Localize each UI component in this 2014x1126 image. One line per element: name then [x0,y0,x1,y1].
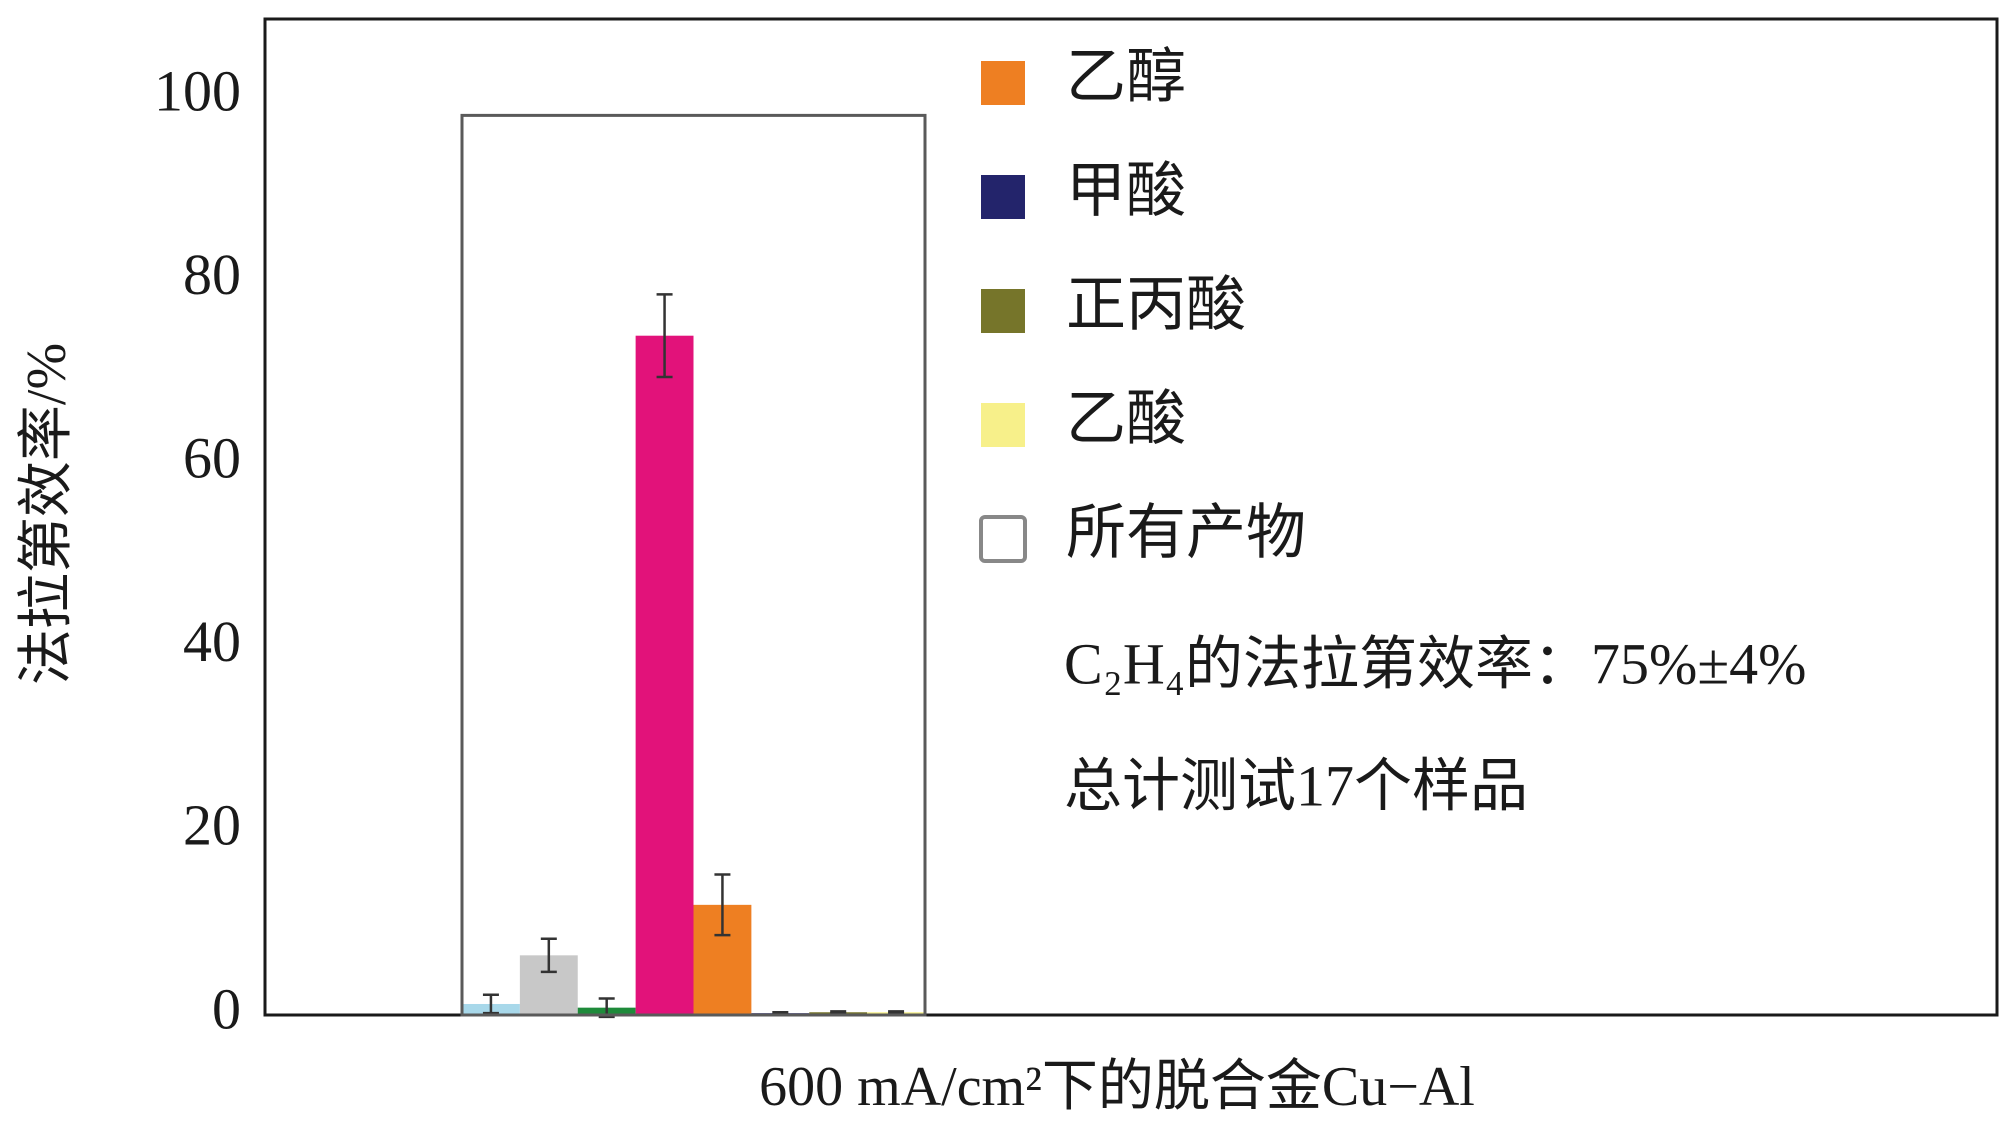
y-tick-label: 40 [183,609,241,674]
y-tick-label: 0 [212,976,241,1041]
y-axis-label: 法拉第效率/% [16,343,78,685]
error-bar [656,293,673,379]
y-tick-label: 80 [183,242,241,307]
error-bar [714,873,731,937]
y-tick-label: 60 [183,426,241,491]
legend-label: 所有产物 [1066,500,1306,566]
x-axis-label: 600 mA/cm²下的脱合金Cu−Al [759,1056,1475,1118]
error-bar [540,937,557,974]
bar [635,335,694,1016]
error-bar [888,1010,905,1015]
error-bar [482,993,499,1015]
annotation: C₂H₄的法拉第效率：75%±4% [1064,631,1806,696]
legend-swatch [981,289,1025,333]
error-bar [830,1010,847,1015]
legend-label: 正丙酸 [1066,272,1246,338]
legend-label: 甲酸 [1066,158,1186,224]
y-tick-label: 20 [183,793,241,858]
legend-label: 乙醇 [1066,44,1186,110]
total-box [460,113,927,1017]
legend-swatch [981,175,1025,219]
plot-frame [263,17,1999,1017]
legend-swatch [981,403,1025,447]
legend-label: 乙酸 [1066,386,1186,452]
annotation: 总计测试17个样品 [1064,753,1528,818]
legend-swatch [979,515,1027,563]
y-tick-label: 100 [154,58,241,123]
legend-swatch [981,61,1025,105]
